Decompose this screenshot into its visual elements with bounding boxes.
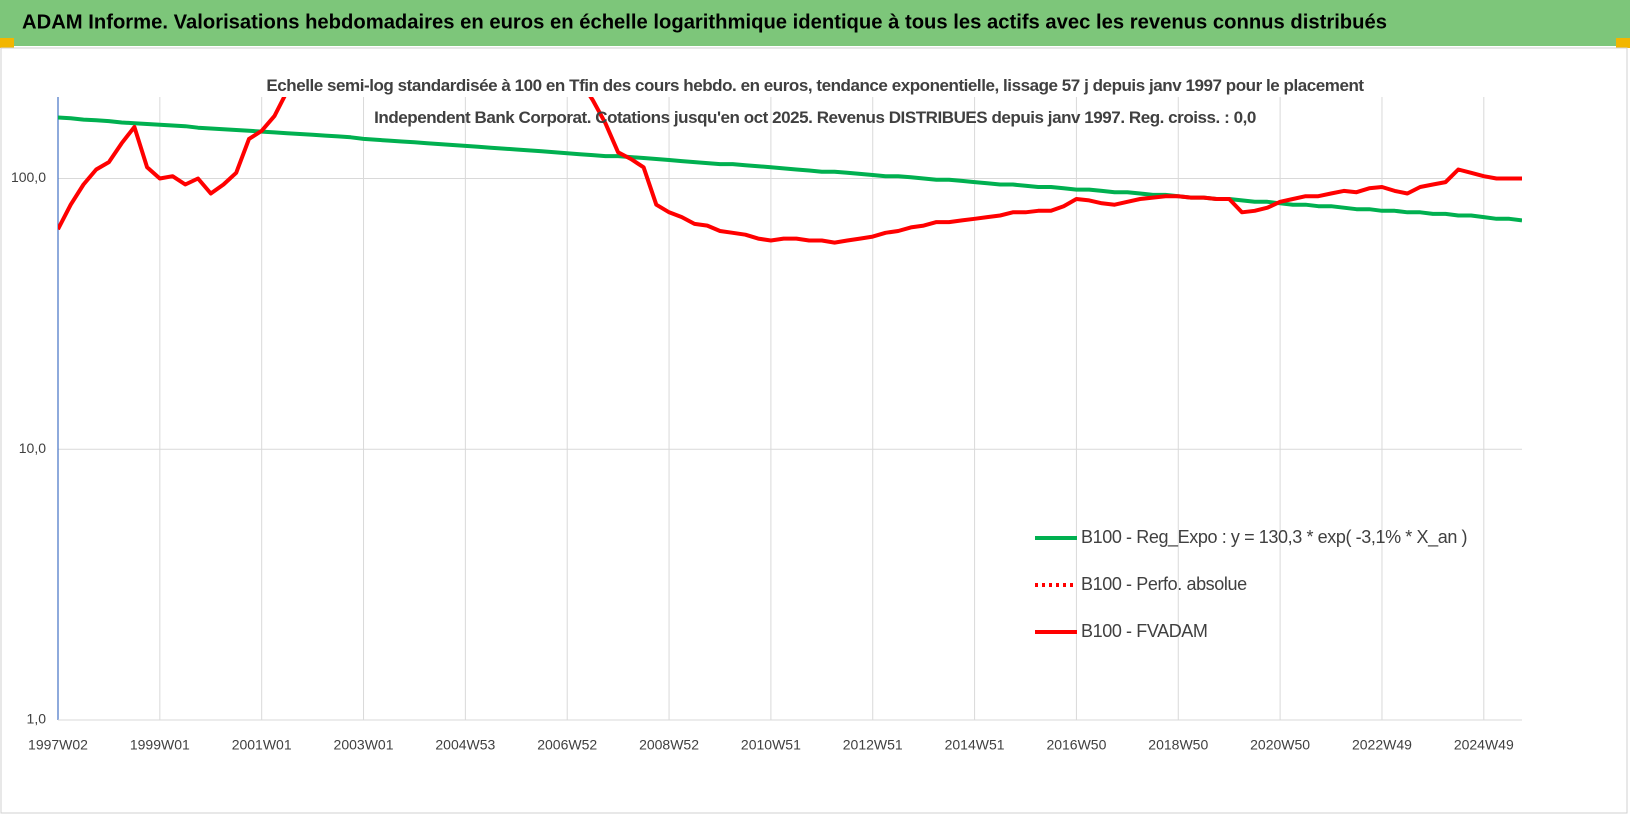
y-tick-label: 100,0 <box>11 169 46 185</box>
x-tick-label: 2020W50 <box>1250 737 1310 753</box>
x-tick-label: 2008W52 <box>639 737 699 753</box>
series-line <box>58 97 1522 245</box>
header-bar <box>0 0 1630 46</box>
x-tick-label: 2014W51 <box>945 737 1005 753</box>
x-tick-label: 1999W01 <box>130 737 190 753</box>
x-tick-label: 2012W51 <box>843 737 903 753</box>
y-tick-label: 1,0 <box>27 711 47 727</box>
x-tick-label: 2010W51 <box>741 737 801 753</box>
x-tick-label: 2024W49 <box>1454 737 1514 753</box>
plot-area <box>58 97 1522 245</box>
x-tick-label: 2006W52 <box>537 737 597 753</box>
chart-title: ADAM Informe. Valorisations hebdomadaire… <box>22 11 1387 33</box>
x-tick-label: 2016W50 <box>1046 737 1106 753</box>
y-tick-label: 10,0 <box>19 440 46 456</box>
legend-label: B100 - Perfo. absolue <box>1081 574 1247 594</box>
x-tick-label: 1997W02 <box>28 737 88 753</box>
x-tick-label: 2022W49 <box>1352 737 1412 753</box>
x-tick-label: 2003W01 <box>334 737 394 753</box>
chart-frame <box>0 47 1628 814</box>
corner-mark <box>1616 38 1630 48</box>
x-tick-label: 2004W53 <box>435 737 495 753</box>
corner-mark <box>0 38 14 48</box>
x-tick-label: 2001W01 <box>232 737 292 753</box>
chart-subtitle: Echelle semi-log standardisée à 100 en T… <box>266 76 1364 127</box>
series-line <box>58 97 1522 245</box>
x-tick-label: 2018W50 <box>1148 737 1208 753</box>
legend-label: B100 - FVADAM <box>1081 621 1208 641</box>
legend-label: B100 - Reg_Expo : y = 130,3 * exp( -3,1%… <box>1081 527 1467 548</box>
